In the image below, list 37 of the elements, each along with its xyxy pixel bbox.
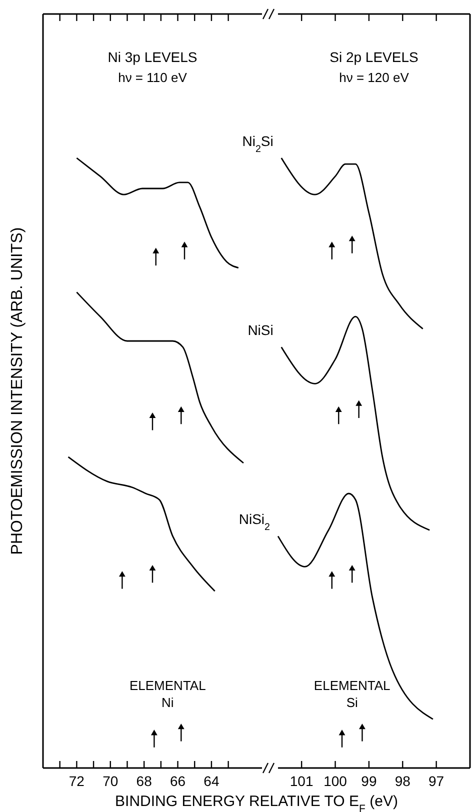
- point: [181, 242, 188, 248]
- x-tick-label: 99: [361, 773, 377, 789]
- point: [348, 564, 356, 571]
- x-tick-label: 98: [394, 773, 411, 789]
- chart-subtitle: hν = 120 eV: [339, 70, 410, 85]
- point: [335, 406, 342, 412]
- x-tick-label: 100: [324, 773, 348, 789]
- x-tick-label: 68: [136, 773, 152, 789]
- x-tick-label: 101: [290, 773, 314, 789]
- x-tick-label: 97: [428, 773, 444, 789]
- point: [328, 242, 336, 248]
- chart-title: Ni 3p LEVELS: [108, 49, 198, 65]
- x-tick-label: 72: [68, 773, 85, 789]
- x-tick-label: 66: [170, 773, 186, 789]
- point: [348, 236, 356, 242]
- chart-subtitle: hν = 110 eV: [118, 70, 188, 85]
- annotation: ELEMENTAL Ni: [129, 678, 206, 710]
- point: [358, 724, 366, 730]
- x-tick-label: 70: [102, 773, 118, 789]
- point: [328, 571, 336, 577]
- annotation: ELEMENTAL Si: [314, 678, 390, 710]
- x-tick-label: 64: [204, 773, 220, 789]
- point: [356, 400, 362, 406]
- series-label: NiSi$_{2}$: [238, 511, 270, 533]
- point: [149, 564, 156, 571]
- series-label: NiSi: [248, 322, 274, 338]
- series-label: Ni$_{2}$Si: [242, 133, 274, 154]
- y-axis-title: PHOTOEMISSION INTENSITY (ARB. UNITS): [9, 227, 26, 555]
- point: [118, 571, 126, 577]
- point: [178, 406, 184, 412]
- point: [178, 724, 184, 730]
- point: [149, 412, 156, 418]
- point: [152, 248, 160, 254]
- point: [338, 730, 346, 736]
- point: [150, 730, 158, 736]
- x-axis-title: BINDING ENERGY RELATIVE TO E$_{F}$ (eV): [115, 793, 398, 812]
- chart-title: Si 2p LEVELS: [330, 49, 418, 65]
